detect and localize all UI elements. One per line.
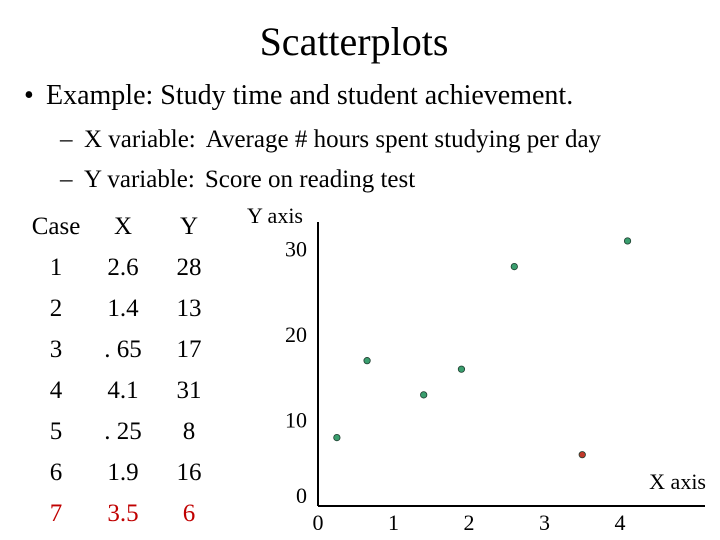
cell-y: 6	[182, 499, 196, 527]
cell-y: 17	[176, 335, 202, 363]
cell-y: 28	[176, 253, 202, 281]
x-tick-label: 4	[615, 510, 626, 535]
cell-x: 4.1	[107, 376, 139, 404]
y-tick-labels: 0 10 20 30	[285, 237, 307, 509]
scatter-point	[363, 357, 371, 365]
header-x: X	[113, 212, 133, 240]
bullet-text: Example: Study time and student achievem…	[46, 80, 574, 111]
table-row: 6 1.9 16	[26, 452, 218, 493]
bullet-dot: •	[24, 80, 34, 111]
x-variable-text: Average # hours spent studying per day	[205, 126, 602, 153]
dash: –	[60, 166, 73, 193]
scatter-point	[510, 262, 518, 271]
table-header-row: Case X Y	[26, 206, 218, 247]
scatter-point	[578, 451, 586, 459]
x-variable-label: X variable:	[84, 126, 196, 153]
slide-title: Scatterplots	[259, 19, 449, 64]
data-table: Case X Y 1 2.6 28 2 1.4 13 3 . 65 17 4 4…	[26, 206, 218, 534]
table-row: 1 2.6 28	[26, 247, 218, 288]
y-variable-text: Score on reading test	[204, 166, 416, 193]
y-variable-label: Y variable:	[84, 166, 195, 193]
cell-x: 1.4	[107, 294, 139, 322]
sub-bullet-x-variable: – X variable: Average # hours spent studyi…	[60, 124, 601, 156]
table-row: 2 1.4 13	[26, 288, 218, 329]
cell-x: 2.6	[107, 253, 139, 281]
cell-case: 4	[49, 376, 63, 404]
cell-case: 7	[49, 499, 63, 527]
cell-case: 6	[49, 458, 63, 486]
y-tick-label: 0	[296, 483, 307, 508]
cell-y: 31	[176, 376, 202, 404]
scatter-point	[623, 237, 632, 245]
y-tick-label: 20	[285, 322, 307, 347]
cell-x: . 65	[104, 335, 142, 363]
scatter-point	[420, 391, 428, 399]
table-row-highlighted: 7 3.5 6	[26, 493, 218, 534]
cell-case: 5	[49, 417, 63, 445]
cell-y: 8	[182, 417, 196, 445]
cell-y: 13	[176, 294, 202, 322]
cell-case: 1	[49, 253, 63, 281]
cell-case: 3	[49, 335, 63, 363]
dash: –	[60, 126, 73, 153]
y-tick-label: 30	[285, 237, 307, 262]
data-points	[333, 237, 632, 459]
bullet-example: • Example: Study time and student achieve…	[24, 78, 573, 114]
y-axis-label: Y axis	[247, 203, 303, 228]
cell-y: 16	[176, 458, 202, 486]
scatter-point	[333, 433, 341, 442]
cell-x: 3.5	[107, 499, 139, 527]
x-axis-label: X axis	[649, 469, 706, 494]
cell-x: . 25	[104, 417, 142, 445]
cell-x: 1.9	[107, 458, 139, 486]
table-row: 4 4.1 31	[26, 370, 218, 411]
table-row: 5 . 25 8	[26, 411, 218, 452]
x-tick-label: 3	[539, 510, 550, 535]
x-tick-label: 2	[464, 510, 475, 535]
x-tick-label: 1	[388, 510, 399, 535]
y-tick-label: 10	[285, 408, 307, 433]
header-case: Case	[31, 212, 81, 240]
cell-case: 2	[49, 294, 63, 322]
scatter-point	[457, 365, 466, 373]
x-tick-labels: 0 1 2 3 4	[313, 510, 626, 535]
header-y: Y	[179, 212, 199, 240]
table-row: 3 . 65 17	[26, 329, 218, 370]
x-tick-label: 0	[313, 510, 324, 535]
sub-bullet-y-variable: – Y variable: Score on reading test	[60, 164, 415, 196]
